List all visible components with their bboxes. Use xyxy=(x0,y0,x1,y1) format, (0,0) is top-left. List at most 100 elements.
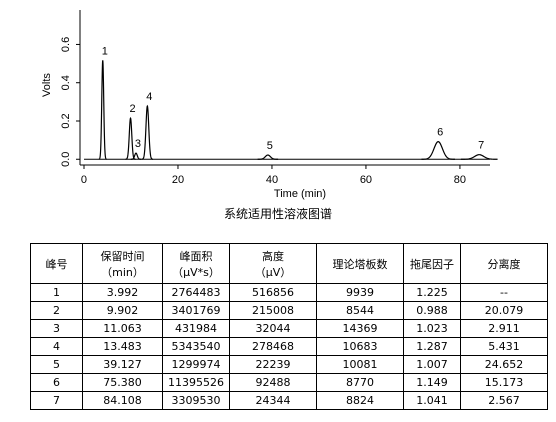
cell: 1 xyxy=(30,283,83,302)
chart: Volts Time (min) 0.0 0.2 0.4 0.6 0 20 40 60 80 1 2… xyxy=(41,10,498,200)
row: 2 9.902 3401769 215008 8544 0.988 20.079 xyxy=(30,301,548,320)
cell: 1.041 xyxy=(403,391,461,410)
y-tick-label: 0.6 xyxy=(60,37,72,52)
header-text: （µV*s） xyxy=(172,265,220,279)
cell: 2 xyxy=(30,301,83,320)
cell: 92488 xyxy=(229,373,317,392)
header-text: 拖尾因子 xyxy=(410,257,454,271)
caption: 系统适用性溶液图谱 xyxy=(223,207,332,221)
cell: 5 xyxy=(30,355,83,374)
header-cell: 高度 （µV） xyxy=(229,243,317,284)
cell: 8544 xyxy=(316,301,404,320)
row: 5 39.127 1299974 22239 10081 1.007 24.652 xyxy=(30,355,548,374)
header-cell: 拖尾因子 xyxy=(403,243,461,284)
peak-label: 3 xyxy=(135,138,141,150)
cell: 22239 xyxy=(229,355,317,374)
header-cell: 理论塔板数 xyxy=(316,243,404,284)
cell: 4 xyxy=(30,337,83,356)
header-row: 峰号 保留时间 （min） 峰面积 （µV*s） 高度 （µV） 理论塔板数 拖尾因子 分离度 xyxy=(30,243,548,284)
table: 峰号 保留时间 （min） 峰面积 （µV*s） 高度 （µV） 理论塔板数 拖尾因子 分离度 1 3… xyxy=(30,243,548,410)
cell: 13.483 xyxy=(82,337,163,356)
peak xyxy=(421,141,455,160)
peak xyxy=(257,154,279,160)
row: 6 75.380 11395526 92488 8770 1.149 15.173 xyxy=(30,373,548,392)
cell: 8770 xyxy=(316,373,404,392)
cell: 1.007 xyxy=(403,355,461,374)
cell: 24.652 xyxy=(460,355,548,374)
cell: 3401769 xyxy=(162,301,230,320)
peak xyxy=(460,154,498,160)
cell: 7 xyxy=(30,391,83,410)
cell: 9.902 xyxy=(82,301,163,320)
peak-label: 7 xyxy=(478,140,484,152)
x-axis-label: Time (min) xyxy=(274,188,326,200)
header-cell: 峰面积 （µV*s） xyxy=(162,243,230,284)
cell: 1299974 xyxy=(162,355,230,374)
header-text: 保留时间 xyxy=(100,249,145,263)
cell: 278468 xyxy=(229,337,317,356)
cell: 14369 xyxy=(316,319,404,338)
cell: 11.063 xyxy=(82,319,163,338)
header-cell: 峰号 xyxy=(30,243,83,284)
x-tick-label: 60 xyxy=(360,174,372,186)
cell: 0.988 xyxy=(403,301,461,320)
cell: 6 xyxy=(30,373,83,392)
cell: 3309530 xyxy=(162,391,230,410)
cell: 9939 xyxy=(316,283,404,302)
x-tick-label: 0 xyxy=(81,174,87,186)
header-text: 峰面积 xyxy=(179,249,213,263)
cell: 215008 xyxy=(229,301,317,320)
cell: 1.149 xyxy=(403,373,461,392)
cell: 2.567 xyxy=(460,391,548,410)
cell: 24344 xyxy=(229,391,317,410)
cell: 15.173 xyxy=(460,373,548,392)
cell: -- xyxy=(460,283,548,302)
cell: 516856 xyxy=(229,283,317,302)
x-tick-label: 20 xyxy=(172,174,184,186)
row: 4 13.483 5343540 278468 10683 1.287 5.431 xyxy=(30,337,548,356)
cell: 2764483 xyxy=(162,283,230,302)
y-tick-label: 0.4 xyxy=(60,75,72,90)
header-cell: 分离度 xyxy=(460,243,548,284)
cell: 8824 xyxy=(316,391,404,410)
header-text: （min） xyxy=(101,265,144,279)
cell: 5.431 xyxy=(460,337,548,356)
cell: 1.023 xyxy=(403,319,461,338)
x-tick-label: 40 xyxy=(266,174,278,186)
cell: 75.380 xyxy=(82,373,163,392)
cell: 84.108 xyxy=(82,391,163,410)
cell: 2.911 xyxy=(460,319,548,338)
cell: 3.992 xyxy=(82,283,163,302)
header-text: 高度 xyxy=(262,249,284,263)
row: 7 84.108 3309530 24344 8824 1.041 2.567 xyxy=(30,391,548,410)
cell: 11395526 xyxy=(162,373,230,392)
cell: 39.127 xyxy=(82,355,163,374)
cell: 5343540 xyxy=(162,337,230,356)
cell: 3 xyxy=(30,319,83,338)
cell: 32044 xyxy=(229,319,317,338)
y-axis-label: Volts xyxy=(41,73,53,97)
cell: 1.225 xyxy=(403,283,461,302)
header-text: 理论塔板数 xyxy=(332,257,388,271)
row: 3 11.063 431984 32044 14369 1.023 2.911 xyxy=(30,319,548,338)
peak-label: 5 xyxy=(267,140,273,152)
peak xyxy=(130,152,142,160)
cell: 10081 xyxy=(316,355,404,374)
peak-label: 2 xyxy=(129,103,135,115)
cell: 20.079 xyxy=(460,301,548,320)
header-text: （µV） xyxy=(254,265,292,279)
x-tick-label: 80 xyxy=(454,174,466,186)
row: 1 3.992 2764483 516856 9939 1.225 -- xyxy=(30,283,548,302)
peak-label: 4 xyxy=(146,91,152,103)
y-tick-label: 0.2 xyxy=(60,113,72,128)
y-tick-label: 0.0 xyxy=(60,152,72,167)
header-text: 峰号 xyxy=(45,257,68,271)
peak xyxy=(141,104,154,160)
header-cell: 保留时间 （min） xyxy=(82,243,163,284)
header-text: 分离度 xyxy=(487,257,521,271)
cell: 431984 xyxy=(162,319,230,338)
peak-label: 1 xyxy=(102,45,108,57)
peak-label: 6 xyxy=(437,127,443,139)
cell: 1.287 xyxy=(403,337,461,356)
